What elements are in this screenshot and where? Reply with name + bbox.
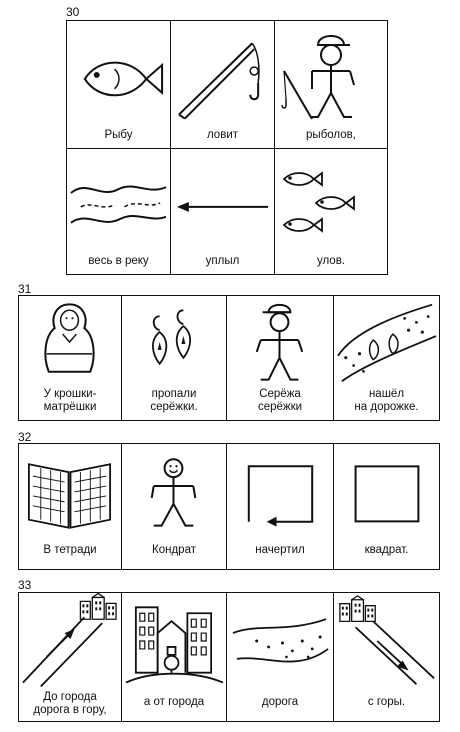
picture-card: квадрат. [334,444,439,569]
picture-card: До города дорога в гору, [19,593,122,721]
picture-card: а от города [122,593,227,721]
open-notebook-icon [19,444,121,534]
river-icon [67,149,170,249]
caption-line: нашёл [368,388,405,400]
card-caption: улов. [316,255,346,267]
square-icon [334,444,439,534]
card-caption: рыболов, [306,129,356,141]
card-caption: нашёл на дорожке. [334,388,439,414]
caption-line: серёжки. [150,401,198,413]
arrow-left-icon [176,201,274,212]
picture-card: В тетради [19,444,122,569]
card-caption: До города дорога в гору, [19,691,121,717]
card-caption: У крошки- матрёшки [19,388,121,414]
caption-line: У крошки- [43,388,97,400]
downhill-road-icon [334,593,439,689]
picture-card: улов. [275,149,387,274]
caption-line: на дорожке. [354,401,419,413]
earrings-icon [122,296,226,386]
earrings-on-path-icon [334,296,439,386]
exercise-30-grid: Рыбу ловит рыболов, [66,20,388,275]
city-icon [122,593,226,689]
picture-card: ловит [171,21,275,149]
picture-card: уплыл [171,149,275,274]
drawing-square-icon [227,444,333,527]
picture-card: Серёжа серёжки [227,296,334,420]
picture-card: с горы. [334,593,439,721]
boy-icon [227,296,333,386]
caption-line: пропали [151,388,197,400]
picture-card: пропали серёжки. [122,296,227,420]
exercise-number: 30 [66,5,80,19]
card-caption: В тетради [43,544,97,556]
caption-line: серёжки [257,401,303,413]
card-caption: ловит [206,129,239,141]
caption-line: До города [43,691,97,703]
picture-card: Рыбу [67,21,171,149]
caption-line: матрёшки [43,401,97,413]
exercise-31-grid: У крошки- матрёшки пропали серёжки. [18,295,440,421]
exercise-number: 32 [18,430,32,444]
smiling-man-icon [122,444,226,534]
exercise-32-grid: В тетради Кондрат начертил квадрат. [18,443,440,570]
picture-card: У крошки- матрёшки [19,296,122,420]
exercise-33-grid: До города дорога в гору, [18,592,440,722]
picture-card: дорога [227,593,334,721]
road-icon [227,593,333,689]
fish-icon [67,21,170,121]
card-caption: а от города [143,696,205,708]
card-caption: уплыл [205,255,240,267]
matryoshka-icon [19,296,121,386]
card-caption: квадрат. [364,544,409,556]
picture-card: начертил [227,444,334,569]
card-caption: весь в реку [88,255,149,267]
card-caption: Рыбу [104,129,133,141]
picture-card: весь в реку [67,149,171,274]
exercise-number: 31 [18,282,32,296]
exercise-number: 33 [18,578,32,592]
fishing-rod-icon [171,21,274,121]
caption-line: Серёжа [259,388,301,400]
picture-card: нашёл на дорожке. [334,296,439,420]
card-caption: Серёжа серёжки [227,388,333,414]
fisherman-icon [275,21,387,125]
three-fish-icon [275,149,387,249]
card-caption: дорога [261,696,299,708]
picture-card: рыболов, [275,21,387,149]
card-caption: начертил [255,544,305,556]
picture-card: Кондрат [122,444,227,569]
card-caption: Кондрат [152,544,196,556]
uphill-road-icon [19,593,121,689]
card-caption: с горы. [367,696,406,708]
caption-line: дорога в гору, [33,704,107,716]
card-caption: пропали серёжки. [122,388,226,414]
